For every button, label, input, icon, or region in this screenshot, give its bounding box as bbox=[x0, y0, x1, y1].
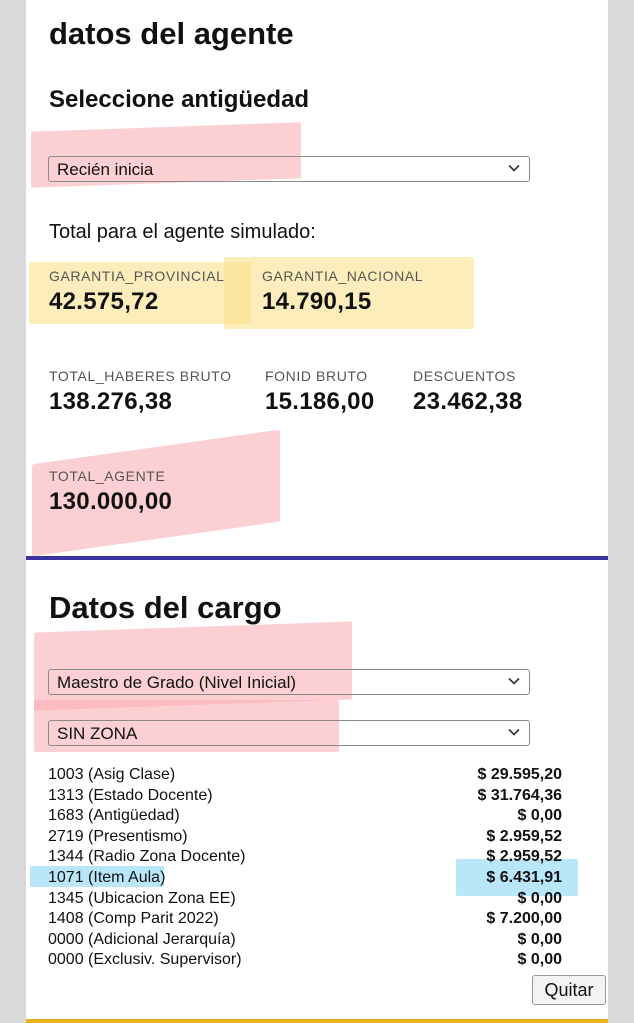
cargo-select[interactable]: Maestro de Grado (Nivel Inicial) bbox=[48, 669, 530, 695]
list-item: 1344 (Radio Zona Docente) $ 2.959,52 bbox=[48, 847, 562, 868]
item-name: 1313 (Estado Docente) bbox=[48, 786, 213, 804]
garantia-nacional-value: 14.790,15 bbox=[262, 288, 372, 315]
item-name: 0000 (Exclusiv. Supervisor) bbox=[48, 951, 242, 969]
simulator-page: datos del agente Seleccione antigüedad R… bbox=[26, 0, 608, 1023]
highlight-mark bbox=[34, 700, 339, 752]
antiguedad-select-value: Recién inicia bbox=[57, 160, 154, 179]
list-item: 1345 (Ubicacion Zona EE) $ 0,00 bbox=[48, 889, 562, 910]
garantia-provincial-value: 42.575,72 bbox=[49, 288, 159, 315]
chevron-down-icon bbox=[508, 164, 520, 172]
total-agente-label: TOTAL_AGENTE bbox=[49, 468, 166, 484]
item-name: 1345 (Ubicacion Zona EE) bbox=[48, 889, 236, 907]
item-name: 1071 (Item Aula) bbox=[48, 868, 166, 886]
total-agente-value: 130.000,00 bbox=[49, 488, 173, 515]
agent-section-title: datos del agente bbox=[49, 16, 294, 51]
list-item: 1313 (Estado Docente) $ 31.764,36 bbox=[48, 786, 562, 807]
salary-items-list: 1003 (Asig Clase) $ 29.595,20 1313 (Estad… bbox=[48, 765, 562, 971]
section-divider bbox=[26, 1019, 608, 1023]
total-haberes-value: 138.276,38 bbox=[49, 388, 173, 415]
garantia-nacional-label: GARANTIA_NACIONAL bbox=[262, 268, 424, 284]
item-name: 1344 (Radio Zona Docente) bbox=[48, 848, 246, 866]
total-haberes-label: TOTAL_HABERES BRUTO bbox=[49, 368, 232, 384]
highlight-mark bbox=[34, 621, 352, 711]
garantia-provincial-label: GARANTIA_PROVINCIAL bbox=[49, 268, 225, 284]
list-item: 1408 (Comp Parit 2022) $ 7.200,00 bbox=[48, 909, 562, 930]
descuentos-value: 23.462,38 bbox=[413, 388, 523, 415]
item-amount: $ 0,00 bbox=[517, 930, 562, 948]
descuentos-label: DESCUENTOS bbox=[413, 368, 516, 384]
item-name: 1003 (Asig Clase) bbox=[48, 766, 176, 783]
item-name: 0000 (Adicional Jerarquía) bbox=[48, 930, 236, 948]
fonid-value: 15.186,00 bbox=[265, 388, 375, 415]
list-item: 1003 (Asig Clase) $ 29.595,20 bbox=[48, 765, 562, 786]
list-item: 1683 (Antigüedad) $ 0,00 bbox=[48, 806, 562, 827]
list-item: 0000 (Adicional Jerarquía) $ 0,00 bbox=[48, 930, 562, 951]
list-item: 0000 (Exclusiv. Supervisor) $ 0,00 bbox=[48, 950, 562, 971]
fonid-label: FONID BRUTO bbox=[265, 368, 368, 384]
highlight-mark bbox=[30, 866, 164, 887]
item-amount: $ 0,00 bbox=[517, 951, 562, 969]
chevron-down-icon bbox=[508, 728, 520, 736]
total-heading: Total para el agente simulado: bbox=[49, 221, 316, 243]
item-name: 2719 (Presentismo) bbox=[48, 827, 188, 845]
item-amount: $ 31.764,36 bbox=[477, 786, 562, 804]
item-name: 1408 (Comp Parit 2022) bbox=[48, 910, 219, 928]
list-item: 1071 (Item Aula) $ 6.431,91 bbox=[48, 868, 562, 889]
item-amount: $ 29.595,20 bbox=[477, 766, 562, 783]
section-divider bbox=[26, 556, 608, 560]
zona-select-value: SIN ZONA bbox=[57, 724, 138, 743]
item-amount: $ 7.200,00 bbox=[486, 910, 562, 928]
highlight-mark bbox=[456, 859, 578, 896]
cargo-select-value: Maestro de Grado (Nivel Inicial) bbox=[57, 673, 297, 692]
list-item: 2719 (Presentismo) $ 2.959,52 bbox=[48, 827, 562, 848]
highlight-mark bbox=[224, 257, 474, 329]
item-amount: $ 6.431,91 bbox=[486, 868, 562, 886]
highlight-mark bbox=[29, 262, 251, 324]
quitar-button[interactable]: Quitar bbox=[532, 975, 606, 1005]
item-amount: $ 0,00 bbox=[517, 807, 562, 825]
item-name: 1683 (Antigüedad) bbox=[48, 807, 180, 825]
item-amount: $ 0,00 bbox=[517, 889, 562, 907]
antiguedad-select[interactable]: Recién inicia bbox=[48, 156, 530, 182]
cargo-section-title: Datos del cargo bbox=[49, 590, 282, 625]
chevron-down-icon bbox=[508, 677, 520, 685]
item-amount: $ 2.959,52 bbox=[486, 848, 562, 866]
antiguedad-label: Seleccione antigüedad bbox=[49, 86, 310, 113]
item-amount: $ 2.959,52 bbox=[486, 827, 562, 845]
zona-select[interactable]: SIN ZONA bbox=[48, 720, 530, 746]
